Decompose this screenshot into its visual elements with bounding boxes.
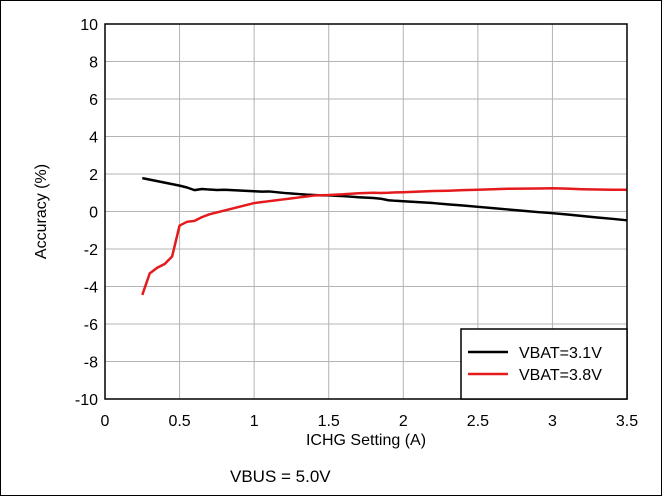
- data-series: [141, 176, 628, 296]
- y-tick-label: -4: [84, 280, 98, 297]
- legend-box: [460, 328, 628, 400]
- y-tick-label: -8: [84, 355, 98, 372]
- y-axis-label: Accuracy (%): [33, 164, 50, 259]
- y-tick-label: -6: [84, 317, 98, 334]
- y-axis-tick-labels: -10 -8 -6 -4 -2 0 2 4 6 8 10: [75, 17, 98, 409]
- vbus-annotation: VBUS = 5.0V: [230, 467, 331, 486]
- y-tick-label: 8: [89, 55, 98, 72]
- x-tick-label: 3.5: [616, 413, 638, 430]
- legend: VBAT=3.1V VBAT=3.8V: [460, 328, 628, 400]
- y-tick-label: 6: [89, 92, 98, 109]
- y-tick-label: 4: [89, 130, 98, 147]
- series-line-2: [141, 187, 627, 296]
- x-tick-label: 2.5: [467, 413, 489, 430]
- y-tick-label: 10: [80, 17, 98, 34]
- legend-label-1: VBAT=3.1V: [519, 345, 602, 362]
- x-axis-tick-labels: 0 0.5 1 1.5 2 2.5 3 3.5: [101, 413, 639, 430]
- x-tick-label: 0: [101, 413, 110, 430]
- plot-area-frame: [104, 23, 628, 400]
- x-tick-label: 1.5: [318, 413, 340, 430]
- legend-label-2: VBAT=3.8V: [519, 367, 602, 384]
- y-tick-label: 0: [89, 205, 98, 222]
- y-tick-label: 2: [89, 167, 98, 184]
- y-tick-label: -10: [75, 392, 98, 409]
- x-axis-label: ICHG Setting (A): [306, 432, 426, 449]
- x-tick-label: 3: [548, 413, 557, 430]
- x-tick-label: 2: [399, 413, 408, 430]
- y-tick-label: -2: [84, 242, 98, 259]
- x-tick-label: 0.5: [168, 413, 190, 430]
- x-tick-label: 1: [250, 413, 259, 430]
